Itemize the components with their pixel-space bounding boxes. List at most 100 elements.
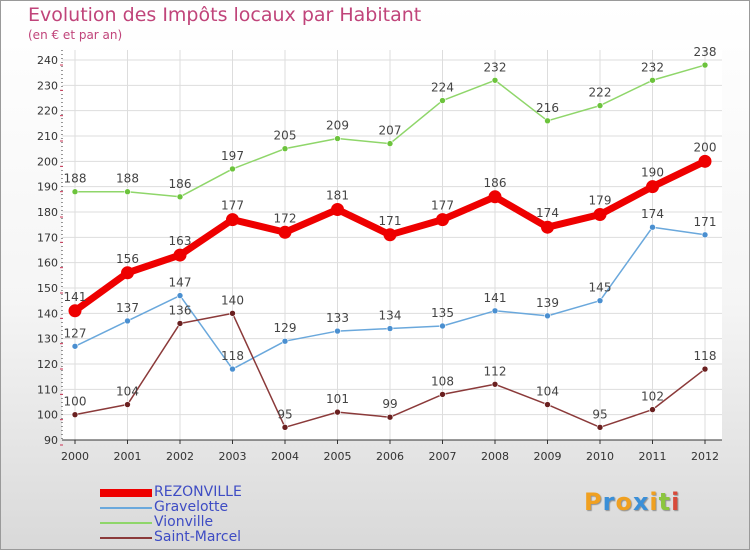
legend-swatch <box>100 537 152 539</box>
data-point-vionville <box>701 61 709 69</box>
data-point-vionville <box>596 102 604 109</box>
legend-item-saint-marcel: Saint-Marcel <box>100 529 320 546</box>
data-label-gravelotte: 171 <box>694 215 717 229</box>
legend-swatch <box>100 507 152 509</box>
data-point-rezonville <box>593 208 607 222</box>
data-point-rezonville <box>331 202 344 216</box>
data-point-saint-marcel <box>649 406 656 413</box>
data-label-gravelotte: 129 <box>274 321 297 335</box>
data-label-vionville: 224 <box>431 81 454 95</box>
data-point-vionville <box>281 145 289 152</box>
legend-item-gravelotte: Gravelotte <box>100 499 320 516</box>
data-point-gravelotte <box>176 292 184 299</box>
data-label-vionville: 209 <box>326 119 349 133</box>
data-point-saint-marcel <box>334 408 341 416</box>
data-label-rezonville: 177 <box>221 199 244 213</box>
data-label-saint-marcel: 95 <box>592 407 607 421</box>
legend-label: Gravelotte <box>154 499 229 515</box>
data-point-gravelotte <box>491 307 499 315</box>
x-tick-label: 2004 <box>271 450 299 463</box>
data-label-vionville: 232 <box>641 60 664 74</box>
y-tick-label: 200 <box>37 155 58 168</box>
proxiti-logo: Proxiti <box>584 488 680 516</box>
data-label-vionville: 197 <box>221 149 244 163</box>
y-tick-label: 230 <box>37 79 58 92</box>
y-tick-label: 180 <box>37 206 58 219</box>
data-label-gravelotte: 141 <box>484 291 507 305</box>
x-tick-label: 2007 <box>429 450 457 463</box>
x-tick-label: 2009 <box>534 450 562 463</box>
data-point-vionville <box>386 140 394 147</box>
data-point-vionville <box>334 135 341 142</box>
logo-letter: i <box>649 488 659 516</box>
data-point-gravelotte <box>229 365 236 373</box>
data-point-vionville <box>649 76 656 84</box>
data-point-vionville <box>176 193 184 201</box>
data-label-saint-marcel: 140 <box>221 293 244 307</box>
data-label-gravelotte: 133 <box>326 311 349 325</box>
y-tick-label: 240 <box>37 54 58 67</box>
data-label-saint-marcel: 95 <box>277 407 292 421</box>
data-point-vionville <box>544 117 551 125</box>
data-label-saint-marcel: 108 <box>431 374 454 388</box>
data-point-saint-marcel <box>229 310 236 317</box>
y-tick-label: 170 <box>37 231 58 244</box>
data-label-rezonville: 200 <box>694 140 717 154</box>
data-label-gravelotte: 134 <box>379 309 402 323</box>
logo-letter: o <box>615 488 633 516</box>
y-tick-label: 190 <box>37 181 58 194</box>
y-tick-label: 110 <box>37 383 58 396</box>
x-tick-label: 2011 <box>639 450 667 463</box>
data-label-gravelotte: 118 <box>221 349 244 363</box>
data-point-rezonville <box>646 180 659 194</box>
data-point-gravelotte <box>544 312 551 320</box>
data-point-rezonville <box>436 213 449 227</box>
data-label-rezonville: 179 <box>589 194 612 208</box>
data-point-saint-marcel <box>176 320 184 327</box>
data-point-saint-marcel <box>701 365 709 373</box>
chart-subtitle: (en € et par an) <box>28 28 123 42</box>
data-label-gravelotte: 135 <box>431 306 454 320</box>
data-point-saint-marcel <box>71 411 79 418</box>
data-label-vionville: 188 <box>64 172 87 186</box>
data-point-rezonville <box>226 213 239 227</box>
x-tick-label: 2006 <box>376 450 404 463</box>
data-label-vionville: 232 <box>484 60 507 74</box>
data-label-rezonville: 181 <box>326 188 349 202</box>
data-label-rezonville: 177 <box>431 199 454 213</box>
logo-letter: r <box>602 488 616 516</box>
data-point-saint-marcel <box>281 424 289 431</box>
data-label-gravelotte: 147 <box>169 276 192 290</box>
x-tick-label: 2010 <box>586 450 614 463</box>
data-label-rezonville: 171 <box>379 214 402 228</box>
data-label-saint-marcel: 100 <box>64 395 87 409</box>
x-tick-label: 2000 <box>61 450 89 463</box>
data-label-vionville: 205 <box>274 129 297 143</box>
data-label-saint-marcel: 118 <box>694 349 717 363</box>
data-point-vionville <box>71 188 79 196</box>
data-point-saint-marcel <box>544 401 551 408</box>
data-point-saint-marcel <box>124 401 131 408</box>
logo-letter: x <box>632 488 650 516</box>
data-label-saint-marcel: 101 <box>326 392 349 406</box>
y-tick-label: 210 <box>37 130 58 143</box>
data-label-vionville: 186 <box>169 177 192 191</box>
data-label-vionville: 238 <box>694 45 717 59</box>
data-point-rezonville <box>383 228 397 242</box>
y-tick-label: 160 <box>37 257 58 270</box>
data-label-gravelotte: 145 <box>589 281 612 295</box>
data-label-saint-marcel: 136 <box>169 303 192 317</box>
data-point-gravelotte <box>386 325 394 332</box>
logo-letter: P <box>584 488 603 516</box>
x-tick-label: 2012 <box>691 450 719 463</box>
data-label-rezonville: 141 <box>64 290 87 304</box>
y-tick-label: 130 <box>37 333 58 346</box>
data-point-saint-marcel <box>386 413 394 421</box>
data-point-gravelotte <box>439 322 446 330</box>
legend-item-vionville: Vionville <box>100 514 320 531</box>
legend-label: Saint-Marcel <box>154 529 242 545</box>
x-tick-label: 2008 <box>481 450 509 463</box>
data-point-rezonville <box>698 154 712 168</box>
data-point-gravelotte <box>124 317 131 325</box>
legend-swatch <box>100 522 152 524</box>
